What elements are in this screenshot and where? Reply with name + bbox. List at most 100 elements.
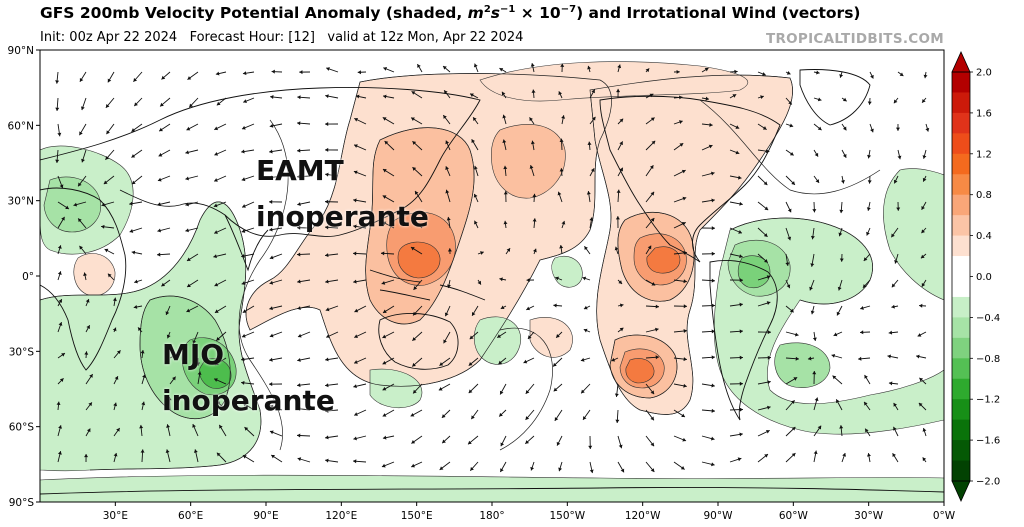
wind-vector [498, 357, 507, 365]
wind-vector [112, 297, 117, 307]
wind-vector [729, 253, 743, 259]
wind-vector [468, 383, 479, 394]
wind-vector [785, 201, 792, 213]
wind-vector [918, 402, 927, 411]
coastline-south-america [709, 260, 778, 421]
wind-vector [561, 220, 566, 229]
wind-vector [57, 321, 63, 333]
wind-vector [214, 149, 227, 156]
wind-vector [410, 246, 423, 255]
wind-vector [213, 253, 227, 259]
wind-vector [297, 383, 311, 388]
wind-vector [140, 449, 145, 463]
wind-vector [893, 97, 899, 104]
wind-vector [839, 425, 844, 437]
wind-vector [530, 140, 535, 151]
wind-vector [185, 201, 199, 207]
wind-vector [558, 91, 563, 99]
wind-vector [296, 252, 311, 257]
colorbar-swatch [952, 440, 970, 462]
wind-vector [921, 279, 927, 287]
wind-vector [897, 149, 902, 160]
coastline-australia [378, 312, 459, 370]
contour-lines [40, 73, 881, 471]
wind-vector [919, 303, 927, 308]
wind-vector [133, 97, 143, 107]
wind-vector [353, 170, 367, 177]
colorbar-swatch [952, 276, 970, 298]
wind-vector [57, 352, 66, 359]
wind-vector [586, 191, 591, 203]
wind-vector [214, 123, 227, 131]
wind-vector [553, 303, 563, 308]
colorbar-label: −0.4 [976, 313, 1000, 324]
wind-vector [813, 70, 820, 75]
wind-vector [532, 218, 537, 229]
wind-vector [701, 329, 716, 334]
wind-vector [197, 371, 202, 385]
colorbar-label: 1.2 [976, 149, 992, 160]
wind-vector [296, 433, 311, 438]
wind-vector [645, 217, 655, 229]
wind-vector [445, 166, 451, 177]
wind-vector [84, 453, 89, 463]
lon-label: 90°W [704, 510, 734, 522]
wind-vector [324, 225, 339, 230]
wind-vector [218, 424, 227, 437]
wind-vector [785, 305, 794, 313]
wind-vector [297, 279, 311, 284]
wind-vector [807, 356, 815, 361]
wind-vector [893, 402, 899, 411]
wind-vector [269, 404, 283, 411]
wind-vector [382, 305, 395, 314]
wind-vector [501, 91, 507, 99]
wind-vector [556, 435, 563, 446]
wind-vector [439, 357, 451, 366]
wind-vector [582, 276, 591, 281]
wind-vector [617, 435, 623, 449]
title-unit-s: s [490, 4, 501, 23]
wind-vector [242, 305, 255, 313]
wind-vector [526, 278, 535, 283]
wind-vector [525, 409, 535, 421]
wind-vector [673, 304, 688, 309]
coastlines [40, 69, 944, 495]
wind-vector [165, 305, 171, 316]
colorbar-swatch [952, 153, 970, 175]
wind-vector [382, 357, 395, 365]
wind-vector [701, 171, 715, 177]
wind-vector [810, 253, 815, 267]
wind-vector [352, 251, 367, 256]
wind-vector [439, 461, 451, 471]
wind-vector [412, 383, 423, 394]
colorbar-swatch [952, 72, 970, 93]
negative-anomaly-indianocean-l4 [199, 358, 232, 389]
title-unit-exp1: 2 [483, 4, 491, 15]
wind-vector [757, 405, 771, 411]
wind-vector [583, 305, 591, 310]
colorbar-swatch [952, 399, 970, 421]
wind-vector [414, 190, 423, 203]
title-unit-mult: × 10 [515, 4, 561, 23]
wind-vector [269, 279, 283, 285]
contour-line [139, 295, 231, 419]
wind-vector [922, 149, 927, 159]
wind-vector [471, 139, 479, 151]
wind-vector [757, 380, 771, 385]
wind-vector [410, 117, 423, 125]
colorbar-swatch [952, 256, 970, 277]
wind-vector [354, 331, 367, 338]
wind-vector [382, 331, 395, 339]
wind-vector [729, 381, 744, 386]
wind-vector [81, 149, 87, 163]
wind-vector [55, 149, 60, 163]
lon-label: 150°E [401, 510, 433, 522]
wind-vector [833, 331, 843, 337]
wind-vector [185, 149, 199, 155]
title-unit-exp2: −1 [500, 4, 516, 15]
wind-vector [57, 377, 64, 385]
wind-vector [645, 117, 655, 125]
wind-vector [812, 201, 817, 213]
wind-vector [729, 123, 740, 129]
latitude-axis: 90°N 60°N 30°N 0° 30°S 60°S 90°S [8, 45, 40, 509]
